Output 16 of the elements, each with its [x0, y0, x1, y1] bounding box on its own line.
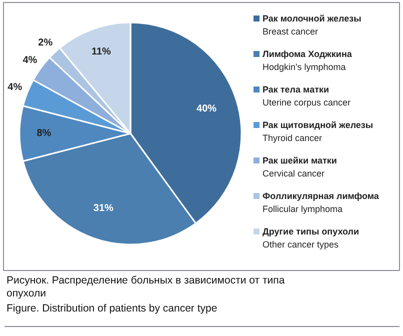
text: Рисунок. Распределение больных в зависимости от типа опухоли — [6, 274, 285, 300]
text: Figure. Distribution of patients by cancer type — [6, 302, 218, 314]
data-label: 40% — [196, 103, 217, 114]
data-label: 31% — [93, 203, 114, 214]
legend-label: Рак тела матки Uterine corpus cancer — [262, 84, 351, 108]
data-label: 11% — [91, 46, 112, 58]
legend-label: Рак шейки матки Cervical cancer — [262, 156, 337, 178]
data-label: 8% — [36, 128, 52, 139]
legend-label: Фолликулярная лимфома Follicular lymphoma — [262, 191, 380, 214]
legend-label: Рак щитовидной железы Thyroid cancer — [262, 120, 374, 143]
data-label: 4% — [22, 54, 38, 66]
data-label: 2% — [38, 37, 53, 48]
legend-label: Рак молочной железы Breast cancer — [262, 14, 362, 36]
legend-label: Другие типы опухоли Other cancer types — [262, 226, 359, 250]
legend-label: Лимфома Ходжкина Hodgkin's lymphoma — [262, 49, 353, 72]
data-label: 4% — [8, 82, 22, 94]
